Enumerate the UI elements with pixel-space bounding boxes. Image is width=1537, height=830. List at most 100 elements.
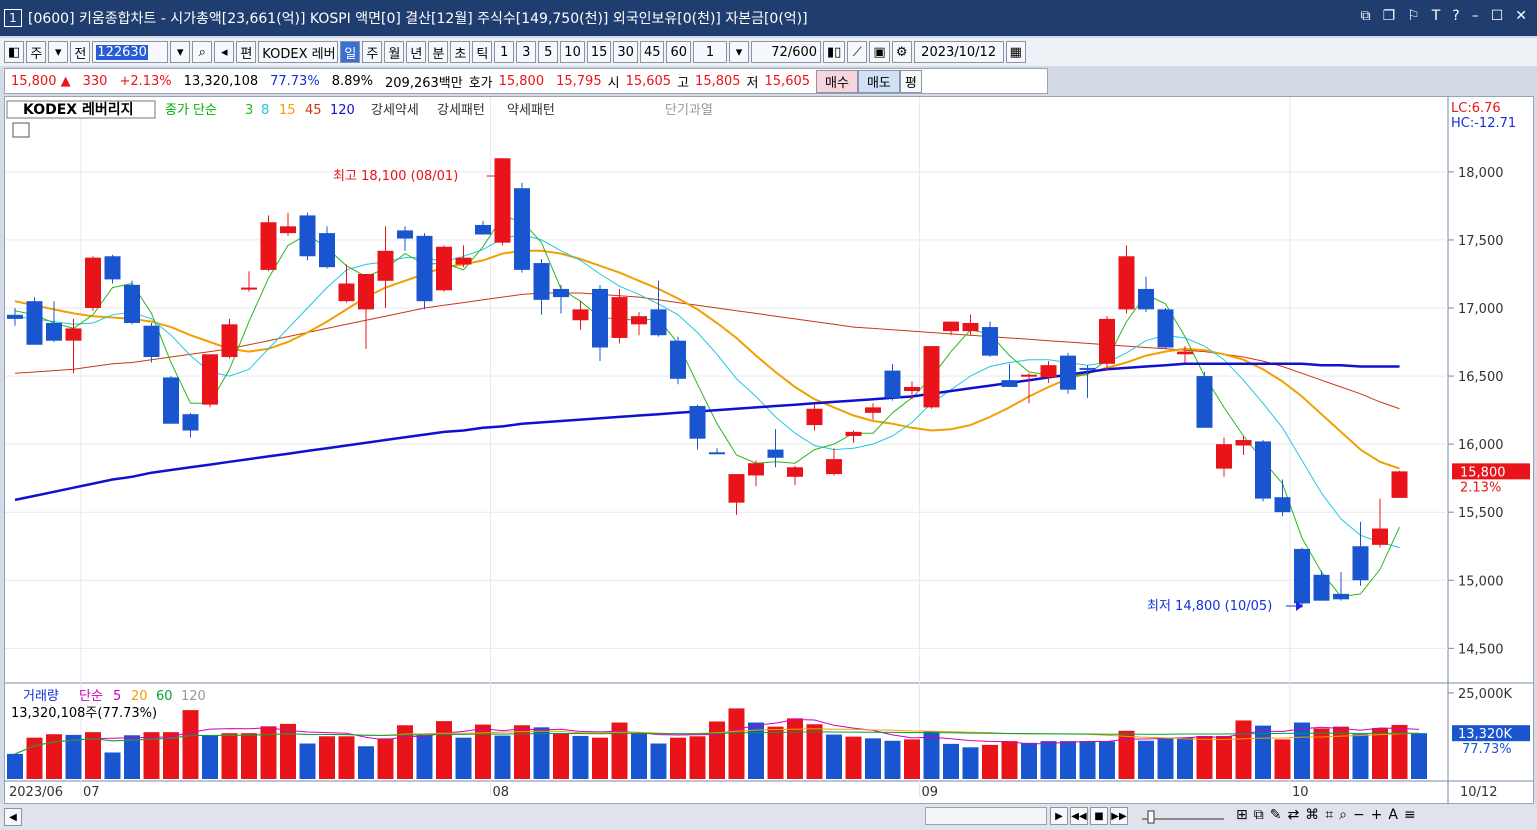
volume-bar	[221, 733, 238, 779]
candle-body	[1216, 444, 1232, 469]
interval-1[interactable]: 1	[494, 41, 515, 63]
candle-type-icon[interactable]: ▮▯	[823, 41, 846, 63]
save-icon[interactable]: ▣	[869, 41, 890, 63]
gear-icon[interactable]: ⚙	[891, 41, 912, 63]
font-icon[interactable]: T	[1431, 8, 1441, 24]
candle-body	[1001, 380, 1018, 387]
period-month[interactable]: 월	[384, 41, 405, 63]
plus-icon[interactable]: +	[1370, 807, 1383, 823]
search-icon[interactable]: ⌕	[192, 41, 213, 63]
interval-30[interactable]: 30	[613, 41, 638, 63]
scroll-track[interactable]	[925, 807, 1047, 825]
line-type-icon[interactable]: ⟋	[847, 41, 868, 63]
window-icon[interactable]: ⧉	[1253, 807, 1264, 823]
layout-icon[interactable]: ⊞	[1236, 807, 1248, 823]
minus-icon[interactable]: −	[1352, 807, 1365, 823]
price-tick-label: 16,500	[1458, 370, 1504, 385]
volume-bar	[1177, 737, 1193, 779]
forward-icon[interactable]: ▶▶	[1110, 807, 1128, 825]
tools-icon[interactable]: ✎	[1269, 807, 1282, 823]
high-annotation: 최고 18,100 (08/01)	[333, 169, 458, 184]
minimize-icon[interactable]: –	[1471, 8, 1479, 24]
count-field[interactable]: 72/600	[751, 41, 822, 63]
legend-name-box[interactable]	[6, 100, 156, 119]
code-dropdown-icon[interactable]: ▾	[170, 41, 191, 63]
speaker-icon[interactable]: ◂	[214, 41, 235, 63]
play-icon[interactable]: ▶	[1050, 807, 1068, 825]
price-tick-label: 17,000	[1458, 302, 1504, 317]
market-select[interactable]: 주	[26, 41, 47, 63]
stock-name-field[interactable]: KODEX 레버	[258, 41, 339, 63]
volume-bar	[748, 722, 764, 779]
period-week[interactable]: 주	[362, 41, 383, 63]
volume-ma-5: 5	[113, 689, 121, 704]
copy-icon[interactable]: ❐	[1382, 8, 1396, 24]
high-label: 고	[677, 75, 690, 91]
draw-icon[interactable]: ⌗	[1325, 807, 1334, 823]
buy-button[interactable]: 매수	[816, 69, 858, 93]
candle-body	[104, 256, 121, 280]
link-icon[interactable]: ⧉	[1360, 8, 1371, 24]
interval-input[interactable]: 1	[693, 41, 728, 63]
compare-icon[interactable]: ⇄	[1287, 807, 1300, 823]
volume-bar	[962, 747, 979, 779]
candle-body	[806, 408, 823, 426]
volume-bar	[806, 724, 823, 779]
interval-45[interactable]: 45	[639, 41, 665, 63]
interval-3[interactable]: 3	[516, 41, 537, 63]
close-icon[interactable]: ✕	[1515, 8, 1527, 24]
candlestick-chart[interactable]: 18,000 17,500 17,000 16,500 16,000 15,500 15,0…	[5, 97, 1533, 803]
zoom-slider[interactable]	[1140, 807, 1226, 825]
text-icon[interactable]: A	[1388, 807, 1398, 823]
amount-value: 209,263백만	[385, 75, 463, 91]
candle-body	[1099, 318, 1115, 364]
price-tick-label: 17,500	[1458, 234, 1504, 249]
rewind-icon[interactable]: ◀◀	[1070, 807, 1088, 825]
edit-button[interactable]: 편	[236, 41, 257, 63]
prev-button[interactable]: 전	[70, 41, 91, 63]
calendar-icon[interactable]: ▦	[1005, 41, 1026, 63]
market-dropdown-icon[interactable]: ▾	[48, 41, 69, 63]
chart-panel[interactable]: 18,000 17,500 17,000 16,500 16,000 15,500 15,0…	[4, 96, 1534, 804]
legend-stock-name: KODEX 레버리지	[23, 101, 134, 118]
legend-ma-3: 3	[245, 103, 253, 118]
candle-body	[319, 233, 335, 268]
settings-icon[interactable]: ≡	[1403, 807, 1416, 823]
pin-icon[interactable]: ⚐	[1407, 8, 1420, 24]
magnet-icon[interactable]: ⌘	[1305, 807, 1320, 823]
interval-10[interactable]: 10	[560, 41, 585, 63]
volume-bar	[592, 737, 608, 779]
stop-icon[interactable]: ■	[1090, 807, 1108, 825]
ma3-line	[14, 216, 1400, 598]
avg-button[interactable]: 평	[899, 69, 922, 93]
period-year[interactable]: 년	[406, 41, 427, 63]
candle-body	[1294, 548, 1310, 604]
sell-button[interactable]: 매도	[857, 69, 900, 93]
candle-body	[358, 273, 374, 310]
maximize-icon[interactable]: ☐	[1490, 8, 1504, 24]
volume-ma-20: 20	[131, 689, 148, 704]
table-icon[interactable]	[12, 122, 30, 138]
dock-button[interactable]: ◧	[4, 41, 25, 63]
interval-60[interactable]: 60	[666, 41, 692, 63]
date-field[interactable]: 2023/10/12	[913, 41, 1004, 63]
interval-15[interactable]: 15	[586, 41, 612, 63]
volume-ma60-line	[14, 731, 1419, 755]
code-input[interactable]: 122630	[92, 41, 169, 63]
period-minute[interactable]: 분	[428, 41, 449, 63]
bottom-scrollbar[interactable]: ◀ ▶ ◀◀ ■ ▶▶ ⊞ ⧉ ✎ ⇄ ⌘ ⌗ ⌕ − + A ≡	[0, 804, 1537, 830]
legend-overheat: 단기과열	[665, 103, 713, 118]
legend-pattern3: 약세패턴	[507, 103, 555, 118]
scroll-left-icon[interactable]: ◀	[4, 808, 22, 826]
candle-body	[650, 309, 667, 336]
period-second[interactable]: 초	[450, 41, 471, 63]
candle-body	[982, 327, 998, 356]
help-icon[interactable]: ?	[1452, 8, 1460, 24]
period-tick[interactable]: 틱	[472, 41, 493, 63]
volume-bar	[202, 735, 218, 779]
period-day[interactable]: 일	[340, 41, 361, 63]
candle-body	[631, 316, 647, 325]
interval-5[interactable]: 5	[538, 41, 559, 63]
interval-dropdown-icon[interactable]: ▾	[729, 41, 750, 63]
zoom-icon[interactable]: ⌕	[1339, 807, 1347, 823]
